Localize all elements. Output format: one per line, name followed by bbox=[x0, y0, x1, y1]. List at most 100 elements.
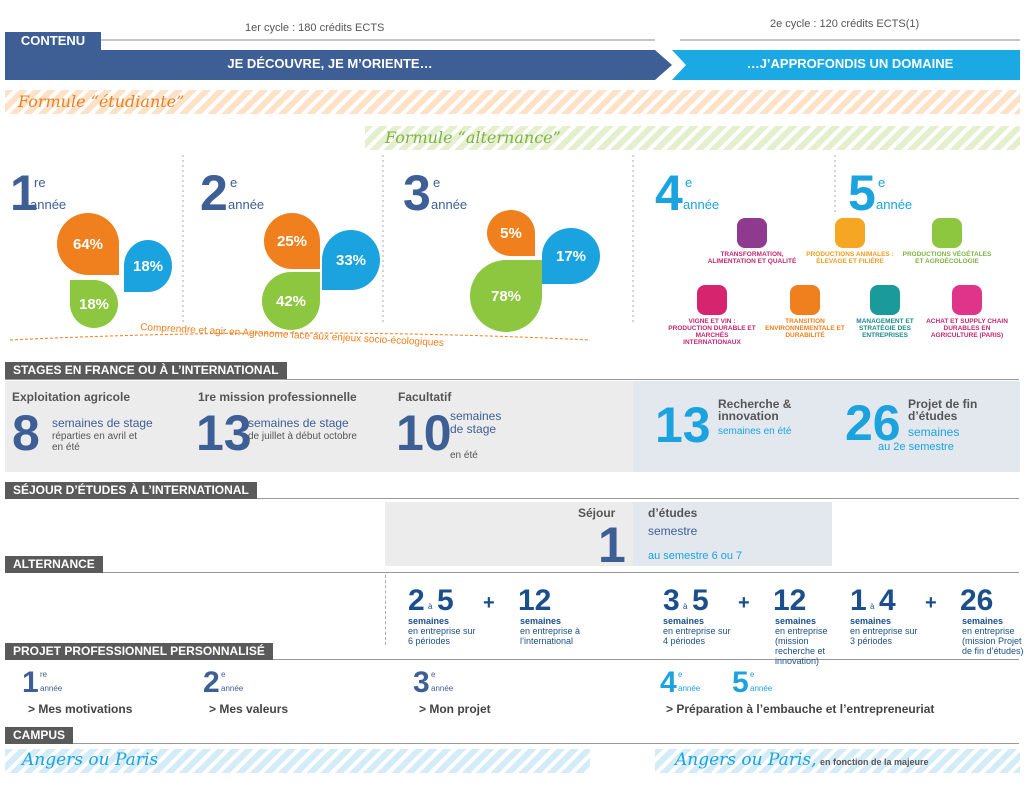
year-suffix: e bbox=[678, 670, 683, 679]
detail: en entreprise sur 6 périodes bbox=[408, 626, 476, 646]
section-line bbox=[5, 743, 1019, 744]
unit: semaines bbox=[962, 616, 1004, 626]
major-icon bbox=[697, 285, 727, 315]
section-title: STAGES EN FRANCE OU À L’INTERNATIONAL bbox=[5, 362, 287, 379]
major: PRODUCTIONS ANIMALES : ÉLEVAGE ET FILIÈR… bbox=[805, 218, 895, 265]
range-min: 2 bbox=[408, 584, 425, 617]
abroad-unit: semestre bbox=[648, 524, 698, 538]
range-to: à bbox=[683, 602, 688, 611]
year-label: année bbox=[876, 197, 913, 212]
major-icon bbox=[952, 285, 982, 315]
item-unit: semaines bbox=[908, 425, 960, 439]
range-max: 5 bbox=[692, 584, 709, 617]
year-suffix: e bbox=[433, 175, 441, 190]
year-suffix: re bbox=[40, 670, 48, 679]
phase-text: JE DÉCOUVRE, JE M’ORIENTE… bbox=[227, 56, 433, 71]
year-suffix: e bbox=[878, 175, 886, 190]
unit: semaines bbox=[408, 616, 450, 626]
detail: en entreprise sur 3 périodes bbox=[850, 626, 918, 646]
campus-label: Angers ou Paris bbox=[22, 750, 159, 770]
year-number: 5 bbox=[848, 165, 876, 221]
ppp-text: > Préparation à l’embauche et l’entrepre… bbox=[666, 702, 935, 716]
plus: + bbox=[925, 592, 937, 614]
item-unit: semaines de stage bbox=[248, 416, 349, 430]
major: TRANSFORMATION, ALIMENTATION ET QUALITÉ bbox=[707, 218, 797, 265]
major-label: PRODUCTIONS VÉGÉTALES ET AGROÉCOLOGIE bbox=[902, 251, 992, 265]
share-drop: 42% bbox=[262, 272, 320, 330]
section-band bbox=[633, 381, 1020, 472]
section-title: PROJET PROFESSIONNEL PERSONNALISÉ bbox=[5, 643, 273, 660]
item-unit: semaines de stage bbox=[450, 409, 502, 436]
detail: en entreprise à l’international bbox=[520, 626, 581, 646]
year-label: année bbox=[30, 197, 67, 212]
item-number: 8 bbox=[12, 405, 40, 461]
item-heading: 1re mission professionnelle bbox=[198, 390, 357, 404]
item-detail: réparties en avril et en été bbox=[52, 431, 138, 453]
year-label: année bbox=[221, 684, 244, 693]
unit: semaines bbox=[850, 616, 892, 626]
campus-strip bbox=[655, 749, 1020, 773]
year: 1 re année bbox=[10, 168, 66, 218]
major-label: TRANSFORMATION, ALIMENTATION ET QUALITÉ bbox=[707, 251, 797, 265]
year-label: année bbox=[683, 197, 720, 212]
major-icon bbox=[932, 218, 962, 248]
major-icon bbox=[870, 285, 900, 315]
extra: 12 bbox=[773, 584, 807, 617]
year-label: année bbox=[40, 684, 63, 693]
item-heading: Facultatif bbox=[398, 390, 452, 404]
share-drop: 78% bbox=[470, 260, 542, 332]
dividers bbox=[182, 155, 836, 325]
arc-arrow bbox=[9, 332, 591, 341]
campus-label: Angers ou Paris, bbox=[675, 750, 817, 770]
year-number: 4 bbox=[660, 666, 677, 699]
abroad-detail: au semestre 6 ou 7 bbox=[648, 550, 743, 562]
range-min: 3 bbox=[663, 584, 680, 617]
range-to: à bbox=[428, 602, 433, 611]
share-drop: 25% bbox=[264, 213, 320, 269]
range-max: 5 bbox=[437, 584, 454, 617]
year-suffix: e bbox=[750, 670, 755, 679]
share-drop: 5% bbox=[487, 210, 535, 256]
major-icon bbox=[835, 218, 865, 248]
formula-label: Formule “alternance” bbox=[385, 128, 561, 147]
detail: en entreprise (mission recherche et inno… bbox=[775, 626, 828, 666]
item-number: 26 bbox=[845, 395, 901, 451]
detail: en entreprise sur 4 périodes bbox=[663, 626, 731, 646]
item-number: 10 bbox=[396, 405, 452, 461]
major: TRANSITION ENVIRONNEMENTALE ET DURABILIT… bbox=[760, 285, 850, 339]
share-drop: 64% bbox=[57, 213, 119, 275]
section-title: SÉJOUR D’ÉTUDES À L’INTERNATIONAL bbox=[5, 482, 257, 499]
extra: 26 bbox=[960, 584, 994, 617]
year-number: 4 bbox=[655, 165, 683, 221]
item-unit: semaines de stage bbox=[52, 416, 153, 430]
unit: semaines bbox=[775, 616, 817, 626]
item-heading: Recherche & innovation bbox=[718, 397, 792, 423]
phase-banner bbox=[672, 50, 1020, 80]
major-label: MANAGEMENT ET STRATÉGIE DES ENTREPRISES bbox=[856, 318, 914, 339]
year-label: année bbox=[228, 197, 265, 212]
range-min: 1 bbox=[850, 584, 867, 617]
item-number: 13 bbox=[196, 405, 252, 461]
phase-text: …J’APPROFONDIS UN DOMAINE bbox=[746, 56, 954, 71]
year-label: année bbox=[678, 684, 701, 693]
section-band bbox=[633, 502, 832, 566]
formula-strip bbox=[5, 90, 1020, 114]
year-number: 2 bbox=[203, 666, 220, 699]
abroad-suffix: d’études bbox=[648, 506, 698, 520]
unit: semaines bbox=[520, 616, 562, 626]
share-drop: 17% bbox=[542, 228, 600, 284]
ppp-text: > Mes motivations bbox=[28, 702, 133, 716]
section-line bbox=[5, 572, 1019, 573]
formula-strip bbox=[365, 126, 1020, 150]
section-label: CONTENU bbox=[5, 32, 101, 50]
year-label: année bbox=[431, 684, 454, 693]
year-label: année bbox=[431, 197, 468, 212]
major: PRODUCTIONS VÉGÉTALES ET AGROÉCOLOGIE bbox=[902, 218, 992, 265]
campus-strip bbox=[5, 749, 590, 773]
major-icon bbox=[790, 285, 820, 315]
major: ACHAT ET SUPPLY CHAIN DURABLES EN AGRICU… bbox=[922, 285, 1012, 339]
year-suffix: re bbox=[34, 175, 46, 190]
formula-label: Formule “étudiante” bbox=[18, 92, 185, 111]
year-number: 5 bbox=[732, 666, 749, 699]
